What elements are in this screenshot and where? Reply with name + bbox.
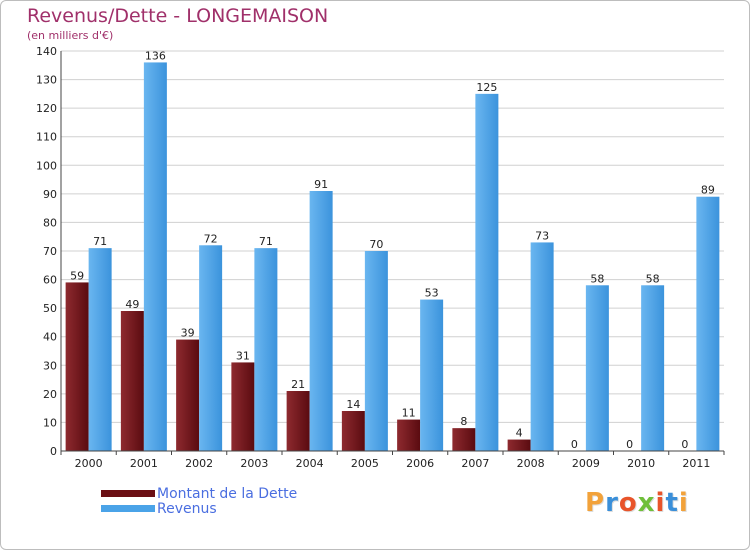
logo-letter: o: [618, 488, 638, 518]
x-tick-label: 2001: [130, 457, 158, 470]
y-tick-label: 90: [43, 188, 57, 201]
data-labels: 59 71 49 136 39 72 31 71 21 91 14 70 11 53 8 125 4 73 0 58 0…: [70, 49, 715, 451]
logo-letter: P: [585, 488, 606, 518]
proxiti-logo: Proxiti: [585, 488, 689, 518]
data-label-dette: 8: [460, 415, 467, 428]
legend-label-revenus: Revenus: [157, 501, 217, 517]
y-tick-label: 60: [43, 274, 57, 287]
bar-revenus: [309, 191, 333, 451]
data-label-dette: 39: [181, 327, 195, 340]
data-label-revenus: 125: [476, 81, 497, 94]
bar-revenus: [475, 93, 499, 451]
data-label-dette: 14: [346, 398, 360, 411]
bar-dette: [176, 339, 200, 451]
logo-letter: t: [665, 488, 679, 518]
bar-revenus: [696, 196, 720, 451]
y-tick-label: 130: [36, 74, 57, 87]
y-tick-label: 100: [36, 159, 57, 172]
logo-letter: r: [605, 488, 619, 518]
legend-swatch-revenus: [101, 505, 155, 512]
y-tick-label: 70: [43, 245, 57, 258]
x-tick-label: 2010: [627, 457, 655, 470]
y-tick-label: 110: [36, 131, 57, 144]
data-label-revenus: 58: [590, 272, 604, 285]
bar-dette: [120, 311, 144, 451]
bar-revenus: [88, 248, 112, 451]
x-tick-label: 2000: [75, 457, 103, 470]
unit-label: (en milliers d'€): [27, 29, 114, 42]
bar-revenus: [641, 285, 665, 451]
y-tick-label: 30: [43, 359, 57, 372]
bars: [65, 62, 720, 452]
bar-revenus: [530, 242, 554, 451]
y-tick-label: 50: [43, 302, 57, 315]
data-label-revenus: 70: [369, 238, 383, 251]
y-tick-label: 140: [36, 45, 57, 58]
data-label-revenus: 89: [701, 184, 715, 197]
data-label-dette: 11: [402, 407, 416, 420]
data-label-dette: 0: [626, 438, 633, 451]
data-label-dette: 21: [291, 378, 305, 391]
data-label-dette: 0: [571, 438, 578, 451]
x-tick-label: 2003: [240, 457, 268, 470]
bar-revenus: [585, 285, 609, 451]
bar-dette: [286, 391, 310, 451]
bar-dette: [507, 439, 531, 451]
bar-revenus: [199, 245, 223, 451]
data-label-revenus: 58: [646, 272, 660, 285]
data-label-revenus: 136: [145, 49, 166, 62]
legend-swatch-dette: [101, 490, 155, 497]
bar-dette: [65, 282, 89, 451]
y-tick-label: 0: [50, 445, 57, 458]
chart-title: Revenus/Dette - LONGEMAISON: [27, 5, 329, 27]
logo-letter: i: [655, 488, 666, 518]
bar-dette: [231, 362, 255, 451]
data-label-dette: 49: [125, 298, 139, 311]
y-tick-label: 120: [36, 102, 57, 115]
bar-dette: [397, 419, 421, 451]
data-label-revenus: 91: [314, 178, 328, 191]
y-tick-label: 10: [43, 416, 57, 429]
bar-revenus: [143, 62, 167, 452]
x-tick-label: 2002: [185, 457, 213, 470]
x-tick-label: 2006: [406, 457, 434, 470]
x-tick-label: 2008: [517, 457, 545, 470]
bar-dette: [341, 411, 365, 451]
x-tick-label: 2007: [461, 457, 489, 470]
data-label-revenus: 71: [93, 235, 107, 248]
x-tick-label: 2009: [572, 457, 600, 470]
x-tick-label: 2011: [682, 457, 710, 470]
data-label-dette: 0: [681, 438, 688, 451]
x-tick-label: 2004: [296, 457, 324, 470]
bar-dette: [452, 428, 476, 451]
x-tick-label: 2005: [351, 457, 379, 470]
logo-letter: i: [678, 488, 689, 518]
bar-revenus: [254, 248, 278, 451]
y-tick-label: 80: [43, 216, 57, 229]
data-label-revenus: 73: [535, 229, 549, 242]
data-label-revenus: 53: [425, 287, 439, 300]
bar-revenus: [420, 299, 444, 451]
logo-letter: x: [637, 488, 656, 518]
y-tick-label: 40: [43, 331, 57, 344]
data-label-dette: 4: [516, 427, 523, 440]
data-label-dette: 59: [70, 269, 84, 282]
bar-revenus: [364, 251, 388, 451]
legend-label-dette: Montant de la Dette: [157, 486, 298, 502]
data-label-revenus: 71: [259, 235, 273, 248]
data-label-revenus: 72: [204, 232, 218, 245]
y-tick-label: 20: [43, 388, 57, 401]
data-label-dette: 31: [236, 349, 250, 362]
grid-lines: [61, 50, 724, 452]
